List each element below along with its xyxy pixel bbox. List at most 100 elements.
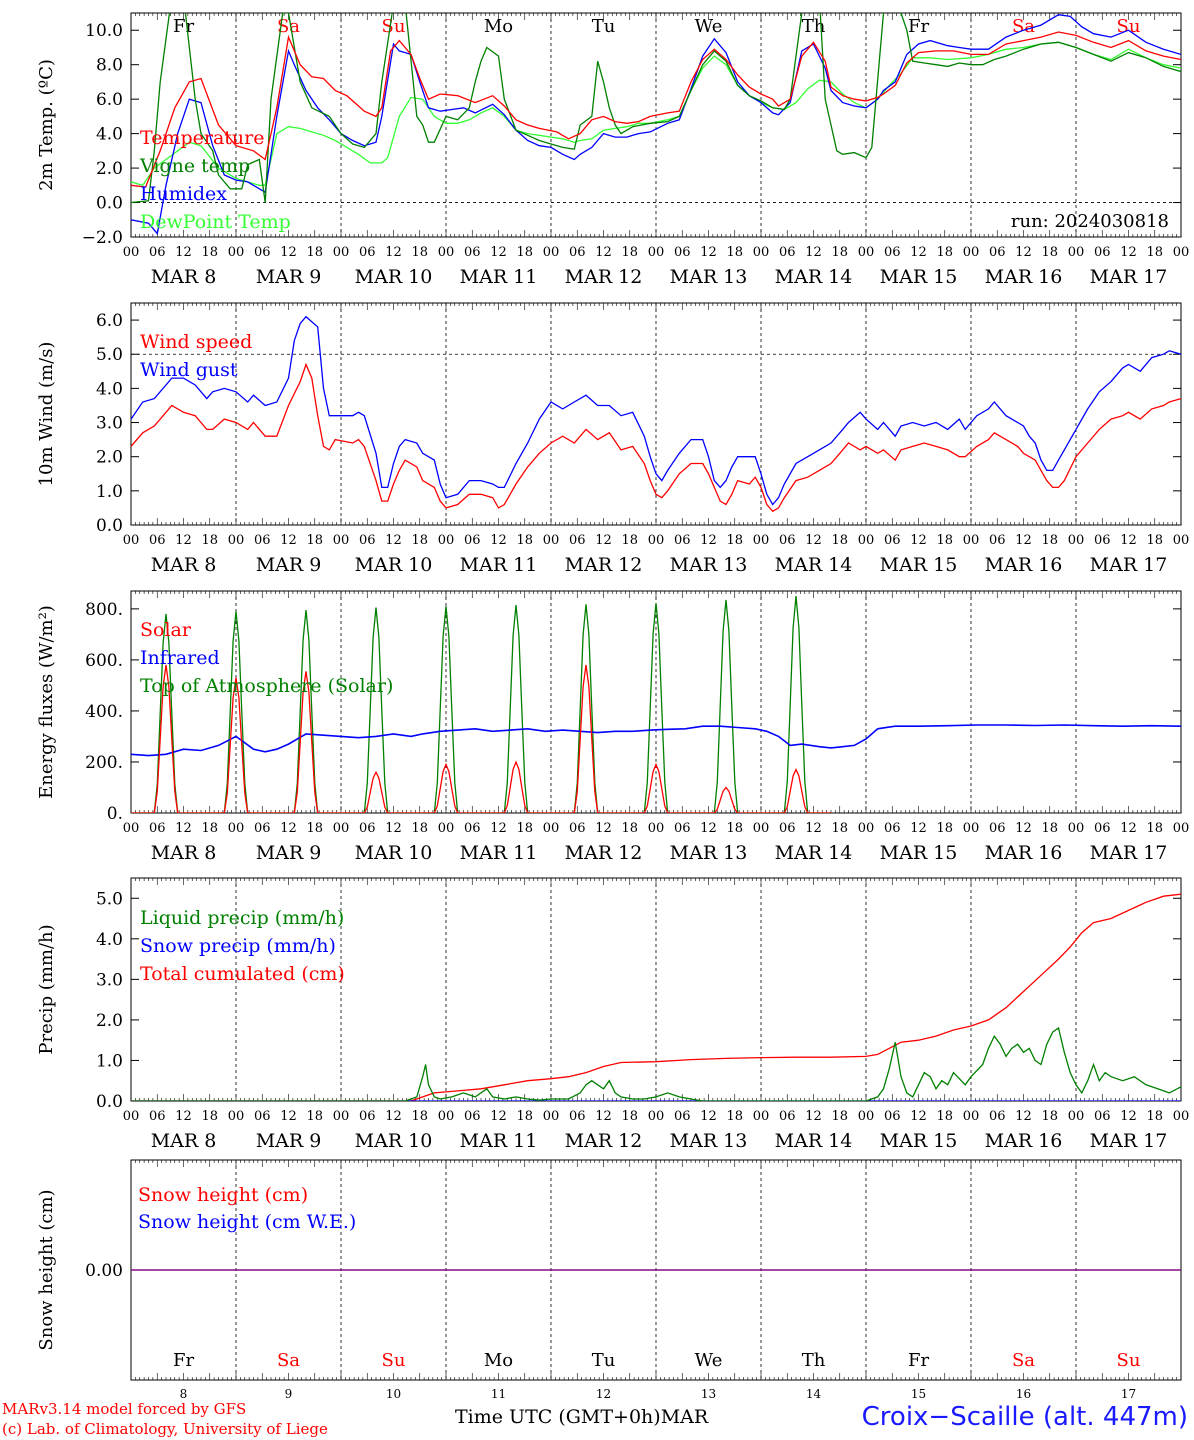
hour-tick-label: 06 [569, 1109, 586, 1124]
hour-tick-label: 12 [385, 1109, 402, 1124]
y-tick-label: 800. [85, 600, 123, 620]
y-tick-label: 2.0 [96, 448, 123, 468]
hour-tick-label: 18 [1146, 1109, 1163, 1124]
hour-tick-label: 06 [1094, 821, 1111, 836]
hour-tick-label: 06 [1094, 533, 1111, 548]
hour-tick-label: 12 [1015, 245, 1032, 260]
hour-tick-label: 06 [569, 821, 586, 836]
y-tick-label: 8.0 [96, 56, 123, 76]
day-label: MAR 8 [151, 554, 217, 576]
weekday-label: Su [382, 1350, 406, 1371]
hour-tick-label: 06 [674, 245, 691, 260]
hour-tick-label: 18 [831, 1109, 848, 1124]
series-line-dewpoint-temp [131, 41, 1181, 187]
y-axis-label: Precip (mm/h) [36, 924, 57, 1054]
hour-tick-label: 12 [385, 245, 402, 260]
hour-tick-label: 12 [385, 821, 402, 836]
hour-tick-label: 12 [700, 1109, 717, 1124]
hour-tick-label: 12 [700, 821, 717, 836]
y-tick-label: −2.0 [82, 228, 123, 248]
hour-tick-label: 00 [753, 533, 770, 548]
hour-tick-label: 06 [989, 1109, 1006, 1124]
hour-tick-label: 18 [936, 1109, 953, 1124]
hour-tick-label: 00 [438, 1109, 455, 1124]
day-label: MAR 9 [256, 266, 322, 288]
hour-tick-label: 18 [726, 533, 743, 548]
hour-tick-label: 12 [595, 533, 612, 548]
day-label: MAR 17 [1090, 554, 1168, 576]
legend-entry: Solar [140, 619, 192, 641]
hour-tick-label: 06 [674, 1109, 691, 1124]
hour-tick-label: 00 [1173, 821, 1190, 836]
hour-tick-label: 18 [306, 245, 323, 260]
hour-tick-label: 12 [805, 245, 822, 260]
y-tick-label: 0.00 [85, 1261, 123, 1281]
hour-tick-label: 06 [464, 245, 481, 260]
y-tick-label: 5.0 [96, 889, 123, 909]
series-line-solar [131, 664, 831, 813]
hour-tick-label: 18 [411, 245, 428, 260]
hour-tick-label: 06 [464, 533, 481, 548]
hour-tick-label: 00 [963, 245, 980, 260]
legend-entry: Liquid precip (mm/h) [140, 907, 344, 929]
day-label: MAR 11 [460, 554, 538, 576]
day-label: MAR 12 [565, 1130, 643, 1152]
hour-tick-label: 12 [910, 1109, 927, 1124]
weekday-label: We [695, 16, 723, 37]
hour-tick-label: 06 [779, 1109, 796, 1124]
hour-tick-label: 00 [858, 533, 875, 548]
hour-tick-label: 00 [333, 1109, 350, 1124]
hour-tick-label: 06 [149, 1109, 166, 1124]
legend-entry: Wind speed [140, 331, 252, 353]
day-label: MAR 17 [1090, 1130, 1168, 1152]
hour-tick-label: 12 [280, 1109, 297, 1124]
day-label: MAR 15 [880, 554, 958, 576]
series-line-total-cumulated-cm- [131, 893, 1181, 1101]
hour-tick-label: 12 [490, 1109, 507, 1124]
hour-tick-label: 06 [359, 821, 376, 836]
day-label: MAR 16 [985, 266, 1063, 288]
weekday-label: Fr [908, 1350, 929, 1371]
day-number-label: 10 [386, 1387, 401, 1401]
weekday-label: Su [1117, 16, 1141, 37]
day-label: MAR 8 [151, 1130, 217, 1152]
hour-tick-label: 00 [228, 245, 245, 260]
hour-tick-label: 00 [648, 1109, 665, 1124]
hour-tick-label: 18 [306, 1109, 323, 1124]
hour-tick-label: 06 [569, 533, 586, 548]
hour-tick-label: 00 [123, 821, 140, 836]
hour-tick-label: 18 [831, 533, 848, 548]
hour-tick-label: 18 [1146, 245, 1163, 260]
hour-tick-label: 06 [989, 245, 1006, 260]
hour-tick-label: 06 [254, 821, 271, 836]
weekday-label: Mo [484, 16, 513, 37]
hour-tick-label: 18 [516, 533, 533, 548]
x-axis-title: Time UTC (GMT+0h) [455, 1406, 661, 1428]
day-label: MAR 10 [355, 266, 433, 288]
y-tick-label: 400. [85, 702, 123, 722]
hour-tick-label: 12 [175, 245, 192, 260]
hour-tick-label: 06 [779, 533, 796, 548]
hour-tick-label: 00 [333, 821, 350, 836]
y-tick-label: 4.0 [96, 930, 123, 950]
hour-tick-label: 00 [858, 821, 875, 836]
hour-tick-label: 00 [648, 533, 665, 548]
hour-tick-label: 18 [306, 533, 323, 548]
hour-tick-label: 12 [700, 533, 717, 548]
series-line-infrared [131, 724, 1181, 757]
hour-tick-label: 00 [543, 533, 560, 548]
hour-tick-label: 18 [621, 1109, 638, 1124]
day-label: MAR 14 [775, 842, 853, 864]
day-label: MAR 13 [670, 554, 748, 576]
day-number-label: 9 [285, 1387, 293, 1401]
hour-tick-label: 18 [621, 245, 638, 260]
day-label: MAR 14 [775, 1130, 853, 1152]
weekday-label: Fr [173, 16, 194, 37]
day-label: MAR 16 [985, 1130, 1063, 1152]
hour-tick-label: 12 [490, 533, 507, 548]
day-label: MAR 17 [1090, 842, 1168, 864]
hour-tick-label: 00 [333, 245, 350, 260]
hour-tick-label: 00 [1068, 1109, 1085, 1124]
day-label: MAR 9 [256, 554, 322, 576]
hour-tick-label: 00 [228, 533, 245, 548]
